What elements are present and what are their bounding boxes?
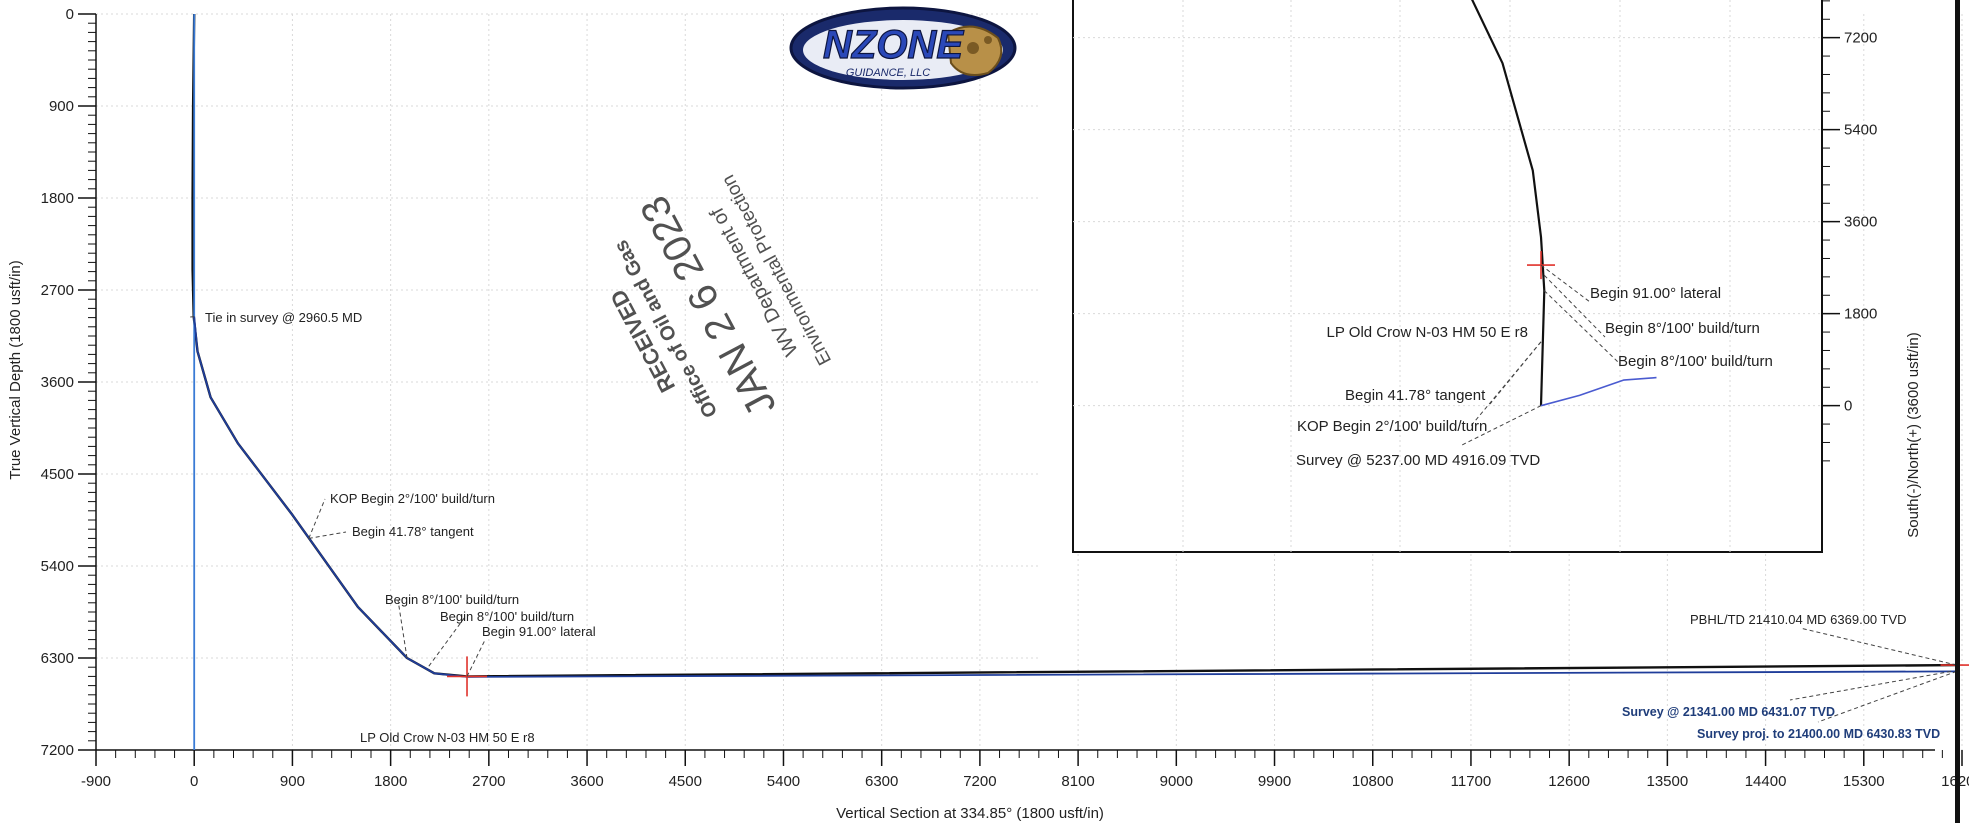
x-tick-label: 9000	[1160, 773, 1193, 790]
annotation-label: Tie in survey @ 2960.5 MD	[205, 310, 362, 325]
inset-annotation-leader	[1543, 274, 1606, 338]
inset-annotation-leader	[1540, 264, 1591, 303]
x-tick-label: 900	[280, 773, 305, 790]
x-tick-label: 0	[190, 773, 198, 790]
series-line-2	[193, 316, 1957, 678]
x-tick-label: 14400	[1745, 773, 1787, 790]
x-tick-label: 13500	[1647, 773, 1689, 790]
annotation-label: PBHL/TD 21410.04 MD 6369.00 TVD	[1690, 612, 1907, 627]
annotation-leader	[308, 531, 347, 539]
inset-annotation-leader	[1459, 405, 1542, 447]
x-tick-label: -900	[81, 773, 111, 790]
inset-y-tick-label: 7200	[1844, 30, 1877, 47]
y-tick-label: 3600	[41, 374, 74, 391]
annotation-label: LP Old Crow N-03 HM 50 E r8	[360, 730, 535, 745]
inset-y-tick-label: 3600	[1844, 214, 1877, 231]
x-tick-label: 6300	[865, 773, 898, 790]
logo-text: NZONE	[823, 23, 964, 67]
y-tick-label: 5400	[41, 558, 74, 575]
x-axis-title: Vertical Section at 334.85° (1800 usft/i…	[836, 805, 1104, 822]
inset-annotation-label: KOP Begin 2°/100' build/turn	[1297, 418, 1487, 435]
y-tick-label: 4500	[41, 466, 74, 483]
annotation-label: Survey proj. to 21400.00 MD 6430.83 TVD	[1697, 727, 1940, 741]
annotation-label: Begin 8°/100' build/turn	[440, 609, 574, 624]
x-tick-label: 10800	[1352, 773, 1394, 790]
x-tick-label: 1800	[374, 773, 407, 790]
y-tick-label: 7200	[41, 742, 74, 759]
annotation-leader	[428, 616, 466, 667]
x-tick-label: 3600	[570, 773, 603, 790]
inset-annotation-leader	[1469, 341, 1542, 428]
inset-annotation-leader	[1543, 290, 1619, 363]
x-tick-label: 12600	[1548, 773, 1590, 790]
y-tick-label: 0	[66, 6, 74, 23]
annotation-leader	[308, 498, 326, 539]
inset-y-tick-label: 1800	[1844, 306, 1877, 323]
x-tick-label: 5400	[767, 773, 800, 790]
x-tick-label: 7200	[963, 773, 996, 790]
inset-grid	[1072, 0, 1823, 553]
logo-subtext: GUIDANCE, LLC	[846, 67, 930, 79]
y-tick-label: 2700	[41, 282, 74, 299]
x-tick-label: 9900	[1258, 773, 1291, 790]
x-tick-label: 2700	[472, 773, 505, 790]
received-stamp: RECEIVED Office of Oil and Gas JAN 2 6 2…	[605, 171, 836, 423]
inset-frame	[1072, 0, 1823, 553]
annotation-leader	[1789, 670, 1952, 701]
x-tick-label: 11700	[1451, 773, 1492, 790]
nzone-logo: NZONE GUIDANCE, LLC	[789, 6, 1017, 90]
inset-annotation-label: LP Old Crow N-03 HM 50 E r8	[1327, 324, 1528, 341]
inset-annotation-label: Begin 8°/100' build/turn	[1618, 353, 1773, 370]
page-right-border	[1955, 0, 1960, 823]
inset-y-tick-label: 5400	[1844, 122, 1877, 139]
annotation-label: Survey @ 21341.00 MD 6431.07 TVD	[1622, 705, 1835, 719]
inset-annotations: Begin 91.00° lateral LP Old Crow N-03 HM …	[1296, 264, 1773, 469]
y-tick-label: 6300	[41, 650, 74, 667]
x-tick-label: 15300	[1843, 773, 1885, 790]
main-axes: 0 900 1800 2700 3600 4500 5400 6300 7200 -900 0 900…	[41, 6, 1969, 790]
annotation-label: Begin 8°/100' build/turn	[385, 592, 519, 607]
x-tick-label: 8100	[1061, 773, 1094, 790]
annotation-leader	[1799, 627, 1957, 666]
y-tick-label: 900	[49, 98, 74, 115]
inset-y-axis-title: South(-)/North(+) (3600 usft/in)	[1905, 332, 1922, 538]
annotation-leader	[397, 599, 408, 659]
inset-y-tick-label: 0	[1844, 398, 1852, 415]
inset-series-line-1	[1540, 376, 1657, 407]
inset-annotation-label: Begin 8°/100' build/turn	[1605, 320, 1760, 337]
annotation-label: KOP Begin 2°/100' build/turn	[330, 491, 495, 506]
inset-annotation-label: Survey @ 5237.00 MD 4916.09 TVD	[1296, 452, 1540, 469]
x-tick-label: 4500	[669, 773, 702, 790]
y-axis-title: True Vertical Depth (1800 usft/in)	[7, 260, 24, 480]
y-tick-label: 1800	[41, 190, 74, 207]
inset-annotation-label: Begin 91.00° lateral	[1590, 285, 1721, 302]
annotation-label: Begin 91.00° lateral	[482, 624, 596, 639]
inset-axes: 900072005400360018000	[1822, 0, 1877, 462]
inset-annotation-label: Begin 41.78° tangent	[1345, 387, 1486, 404]
annotation-label: Begin 41.78° tangent	[352, 524, 474, 539]
main-annotations: Tie in survey @ 2960.5 MD KOP Begin 2°/10…	[189, 310, 1957, 745]
annotation-leader	[1817, 670, 1957, 723]
